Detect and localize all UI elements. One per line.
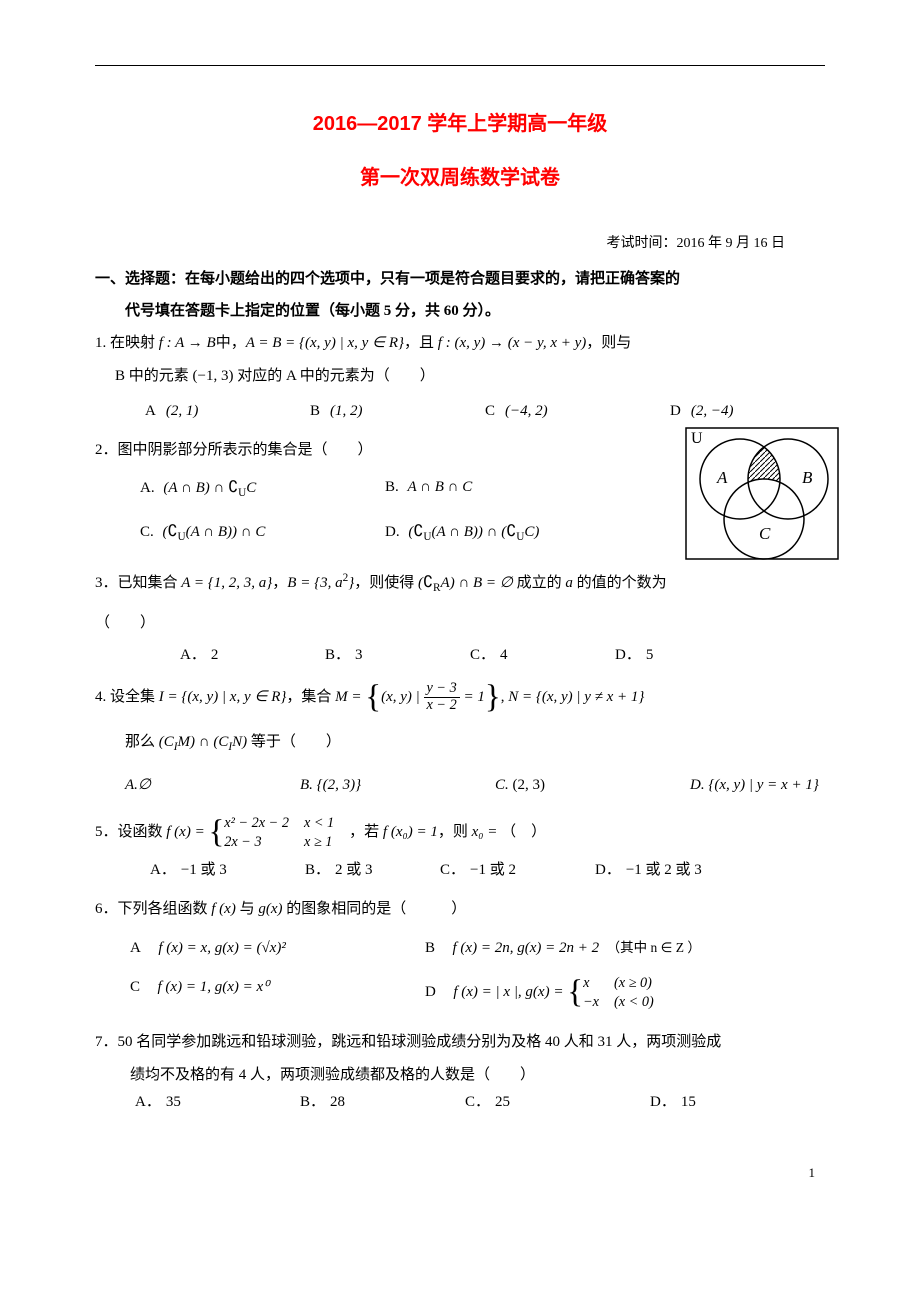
page-subtitle: 第一次双周练数学试卷 xyxy=(95,160,825,196)
q7-opt-c: C．25 xyxy=(465,1089,615,1116)
section-note: 代号填在答题卡上指定的位置（每小题 5 分，共 60 分）。 xyxy=(125,298,825,325)
q3-opt-c: C．4 xyxy=(470,642,560,669)
q4-opt-b: B. {(2, 3)} xyxy=(300,772,460,799)
q2-text: 2．图中阴影部分所表示的集合是（ ） xyxy=(95,437,595,464)
q1-opt-d: D(2, −4) xyxy=(670,398,733,425)
q7-text-b: 绩均不及格的有 4 人，两项测验成绩都及格的人数是（ ） xyxy=(130,1062,825,1089)
q6-opt-a: A f (x) = x, g(x) = (√x)² xyxy=(130,935,390,962)
page-title: 2016—2017 学年上学期高一年级 xyxy=(95,106,825,142)
q4-opt-c: C. (2, 3) xyxy=(495,772,655,799)
q2-opts-row2: C. (∁U(A ∩ B)) ∩ C D. (∁U(A ∩ B)) ∩ (∁UC… xyxy=(140,518,595,547)
q2-opts-row1: A. (A ∩ B) ∩ ∁UC B. A ∩ B ∩ C xyxy=(140,474,595,503)
page-divider xyxy=(95,65,825,66)
q6-opt-c: C f (x) = 1, g(x) = x⁰ xyxy=(130,974,390,1011)
q3-opt-d: D．5 xyxy=(615,642,653,669)
q6-options: A f (x) = x, g(x) = (√x)² B f (x) = 2n, … xyxy=(130,935,825,1011)
question-2: 2．图中阴影部分所表示的集合是（ ） A. (A ∩ B) ∩ ∁UC B. A… xyxy=(95,437,825,548)
q5-text: 5．设函数 f (x) = { x² − 2x − 2x < 1 2x − 3x… xyxy=(95,814,825,851)
q7-text-a: 7．50 名同学参加跳远和铅球测验，跳远和铅球测验成绩分别为及格 40 人和 3… xyxy=(95,1029,825,1056)
q1-options: A(2, 1) B(1, 2) C(−4, 2) D(2, −4) xyxy=(145,398,825,425)
question-5: 5．设函数 f (x) = { x² − 2x − 2x < 1 2x − 3x… xyxy=(95,814,825,884)
svg-text:C: C xyxy=(759,524,771,543)
q1-opt-c: C(−4, 2) xyxy=(485,398,635,425)
q1-m1: f : A → B xyxy=(159,335,216,351)
exam-date: 考试时间：2016 年 9 月 16 日 xyxy=(95,231,825,256)
q3-text: 3．已知集合 A = {1, 2, 3, a}，B = {3, a2}，则使得 … xyxy=(95,568,825,598)
q1-t2: 中， xyxy=(216,335,246,351)
question-4: 4. 设全集 I = {(x, y) | x, y ∈ R}，集合 M = {(… xyxy=(95,681,825,799)
q2-opt-b: B. A ∩ B ∩ C xyxy=(385,474,472,503)
q4-opt-d: D. {(x, y) | y = x + 1} xyxy=(690,772,819,799)
svg-text:U: U xyxy=(691,430,703,447)
q3-opt-b: B．3 xyxy=(325,642,415,669)
q2-opt-d: D. (∁U(A ∩ B)) ∩ (∁UC) xyxy=(385,518,539,547)
q1-t3: ，且 xyxy=(404,335,438,351)
q2-opt-a: A. (A ∩ B) ∩ ∁UC xyxy=(140,474,350,503)
q2-opt-c: C. (∁U(A ∩ B)) ∩ C xyxy=(140,518,350,547)
question-1-text: 1. 在映射 f : A → B中，A = B = {(x, y) | x, y… xyxy=(95,330,825,357)
svg-text:A: A xyxy=(716,468,728,487)
q7-opt-a: A．35 xyxy=(135,1089,265,1116)
question-3: 3．已知集合 A = {1, 2, 3, a}，B = {3, a2}，则使得 … xyxy=(95,568,825,669)
q1-m2: A = B = {(x, y) | x, y ∈ R} xyxy=(246,335,404,351)
q5-opt-c: C．−1 或 2 xyxy=(440,857,560,884)
q4-line2: 那么 (CIM) ∩ (CIN) 等于（ ） xyxy=(125,729,825,757)
q4-text: 4. 设全集 I = {(x, y) | x, y ∈ R}，集合 M = {(… xyxy=(95,681,825,714)
q7-opt-d: D．15 xyxy=(650,1089,696,1116)
svg-text:B: B xyxy=(802,468,813,487)
question-6: 6．下列各组函数 f (x) 与 g(x) 的图象相同的是（ ） A f (x)… xyxy=(95,896,825,1011)
q6-opt-d: D f (x) = | x |, g(x) = { x(x ≥ 0) −x(x … xyxy=(425,974,685,1011)
q5-options: A．−1 或 3 B．2 或 3 C．−1 或 2 D．−1 或 2 或 3 xyxy=(150,857,825,884)
q7-options: A．35 B．28 C．25 D．15 xyxy=(135,1089,825,1116)
q5-opt-d: D．−1 或 2 或 3 xyxy=(595,857,702,884)
q6-text: 6．下列各组函数 f (x) 与 g(x) 的图象相同的是（ ） xyxy=(95,896,825,923)
q5-opt-a: A．−1 或 3 xyxy=(150,857,270,884)
q4-options: A.∅ B. {(2, 3)} C. (2, 3) D. {(x, y) | y… xyxy=(125,772,825,799)
q1-t4: ，则与 xyxy=(586,335,631,351)
q6-opt-b: B f (x) = 2n, g(x) = 2n + 2 （其中 n ∈ Z ） xyxy=(425,935,701,962)
q1-m3: f : (x, y) → (x − y, x + y) xyxy=(438,335,587,351)
q3-blank: （ ） xyxy=(95,610,825,637)
q1-opt-b: B(1, 2) xyxy=(310,398,450,425)
q3-opt-a: A．2 xyxy=(180,642,270,669)
venn-diagram: U A B C xyxy=(685,427,840,562)
q7-opt-b: B．28 xyxy=(300,1089,430,1116)
q1-line2: B 中的元素 (−1, 3) 对应的 A 中的元素为（ ） xyxy=(115,363,825,390)
section-title: 一、选择题：在每小题给出的四个选项中，只有一项是符合题目要求的，请把正确答案的 xyxy=(95,266,825,293)
q3-options: A．2 B．3 C．4 D．5 xyxy=(180,642,825,669)
q1-t1: 1. 在映射 xyxy=(95,335,159,351)
q4-opt-a: A.∅ xyxy=(125,772,265,799)
q5-opt-b: B．2 或 3 xyxy=(305,857,405,884)
page-number: 1 xyxy=(95,1161,825,1184)
question-7: 7．50 名同学参加跳远和铅球测验，跳远和铅球测验成绩分别为及格 40 人和 3… xyxy=(95,1029,825,1116)
question-1: 1. 在映射 f : A → B中，A = B = {(x, y) | x, y… xyxy=(95,330,825,425)
q1-opt-a: A(2, 1) xyxy=(145,398,275,425)
